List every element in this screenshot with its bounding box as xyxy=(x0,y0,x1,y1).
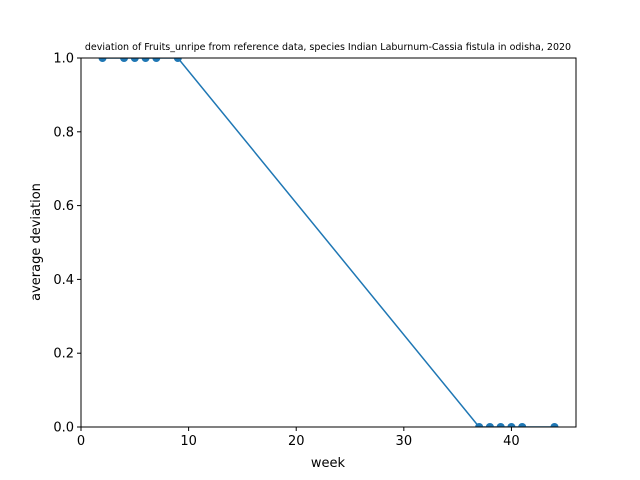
series-group xyxy=(98,58,559,427)
data-point xyxy=(475,423,484,427)
x-tick-label: 10 xyxy=(180,434,197,449)
data-point xyxy=(550,423,559,427)
series-line xyxy=(102,58,555,427)
y-tick-label: 0.2 xyxy=(53,347,74,362)
data-point xyxy=(152,58,161,62)
data-point xyxy=(130,58,139,62)
y-tick-label: 0.4 xyxy=(53,273,74,288)
y-axis-label: average deviation xyxy=(29,183,44,301)
plot-frame xyxy=(80,57,577,428)
x-axis-label: week xyxy=(311,456,346,471)
y-tick-label: 0.8 xyxy=(53,125,74,140)
data-point xyxy=(507,423,516,427)
chart-title: deviation of Fruits_unripe from referenc… xyxy=(85,42,571,53)
plot-area xyxy=(98,58,559,427)
x-tick-label: 40 xyxy=(503,434,520,449)
data-point xyxy=(173,58,182,62)
data-point xyxy=(141,58,150,62)
y-tick-label: 0.6 xyxy=(53,199,74,214)
x-tick-label: 30 xyxy=(396,434,413,449)
data-point xyxy=(98,58,107,62)
x-tick-label: 0 xyxy=(77,434,85,449)
data-point xyxy=(120,58,129,62)
y-tick-label: 1.0 xyxy=(53,52,74,67)
data-point xyxy=(518,423,527,427)
data-point xyxy=(496,423,505,427)
data-point xyxy=(485,423,494,427)
axis-ticks: 0 10 20 30 40 0.0 0.2 0.4 0.6 0.8 1.0 xyxy=(53,52,519,450)
y-tick-label: 0.0 xyxy=(53,421,74,436)
x-tick-label: 20 xyxy=(288,434,305,449)
